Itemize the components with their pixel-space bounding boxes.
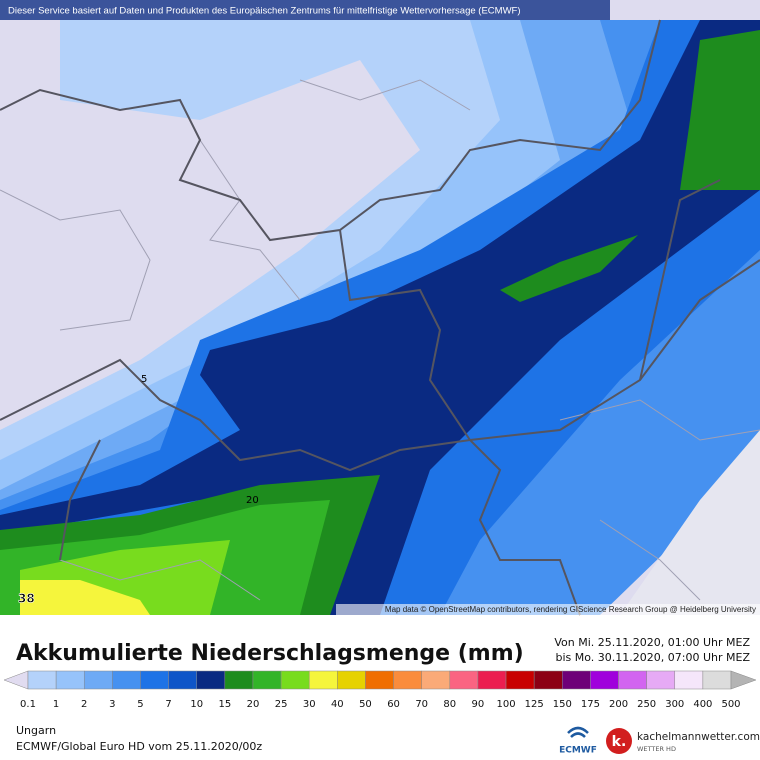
legend-swatch (702, 670, 732, 690)
attribution-bg (336, 604, 760, 615)
legend-label: 2 (81, 699, 87, 710)
region-borders (0, 79, 760, 601)
legend-label: 5 (137, 699, 143, 710)
brand-name: kachelmannwetter.com (637, 731, 760, 743)
precip-area (20, 580, 150, 615)
legend-swatch (337, 670, 366, 690)
legend-swatch (477, 670, 507, 690)
precip-area (680, 30, 760, 190)
legend-swatch (618, 670, 647, 690)
legend-label: 250 (637, 699, 656, 710)
legend-label: 1 (53, 699, 59, 710)
legend-label: 100 (496, 699, 515, 710)
ecmwf-icon (567, 726, 589, 738)
legend-label: 3 (109, 699, 115, 710)
precip-area (620, 430, 760, 615)
legend-label: 60 (387, 699, 400, 710)
legend-swatch (224, 670, 254, 690)
legend-swatch (393, 670, 422, 690)
contour-label: 38 (18, 592, 35, 606)
border (0, 259, 760, 472)
legend-swatch (365, 670, 394, 690)
legend-label: 20 (247, 699, 260, 710)
country-borders (0, 19, 760, 616)
contour-label: 20 (246, 495, 259, 506)
legend-swatch (83, 670, 113, 690)
legend-label: 80 (443, 699, 456, 710)
region: Ungarn (16, 724, 56, 737)
map: 5 20 38 Map data © OpenStreetMap contrib… (0, 0, 760, 616)
header-bar (0, 0, 610, 20)
attribution: Map data © OpenStreetMap contributors, r… (385, 605, 756, 614)
brand-logo: k. kachelmannwetter.com WETTER HD (606, 728, 760, 754)
legend-label: 7 (165, 699, 171, 710)
legend: 0.1 1 2 3 5 7 10 15 20 25 30 40 50 60 70 80 90 100 125 150 1… (3, 670, 757, 710)
border (59, 559, 261, 601)
legend-label: 10 (190, 699, 203, 710)
ecmwf-logo: ECMWF (559, 726, 597, 756)
precip-area (500, 235, 638, 302)
border (559, 399, 760, 441)
legend-label: 500 (721, 699, 740, 710)
period-start: Von Mi. 25.11.2020, 01:00 Uhr MEZ (554, 636, 750, 649)
legend-label: 200 (609, 699, 628, 710)
border (59, 439, 101, 561)
legend-label: 300 (665, 699, 684, 710)
legend-swatch (533, 670, 563, 690)
legend-label: 90 (472, 699, 485, 710)
legend-label: 70 (415, 699, 428, 710)
legend-label: 125 (525, 699, 544, 710)
legend-swatch (590, 670, 619, 690)
legend-swatch (505, 670, 535, 690)
legend-swatch (308, 670, 338, 690)
border (599, 519, 701, 601)
legend-swatch (449, 670, 479, 690)
legend-swatch (55, 670, 85, 690)
legend-swatch (140, 670, 169, 690)
title: Akkumulierte Niederschlagsmenge (mm) (16, 641, 524, 666)
legend-arrow (3, 670, 29, 690)
legend-swatch (280, 670, 310, 690)
period-end: bis Mo. 30.11.2020, 07:00 Uhr MEZ (556, 651, 751, 664)
ecmwf-text: ECMWF (559, 746, 597, 756)
brand-sub: WETTER HD (637, 745, 676, 753)
model-run: ECMWF/Global Euro HD vom 25.11.2020/00z (16, 740, 262, 753)
legend-label: 25 (275, 699, 288, 710)
legend-label: 150 (553, 699, 572, 710)
contour-label: 5 (141, 374, 147, 385)
border (299, 79, 471, 111)
legend-swatch (196, 670, 226, 690)
legend-swatch (168, 670, 197, 690)
legend-label: 0.1 (20, 699, 36, 710)
legend-label: 400 (693, 699, 712, 710)
border (0, 19, 661, 242)
legend-label: 15 (218, 699, 231, 710)
legend-arrow (730, 670, 757, 690)
border (0, 189, 151, 331)
legend-swatch (112, 670, 141, 690)
legend-swatch (421, 670, 451, 690)
legend-swatch (562, 670, 591, 690)
precip-area (0, 20, 760, 615)
border (199, 139, 301, 301)
legend-swatch (252, 670, 282, 690)
legend-label: 175 (581, 699, 600, 710)
legend-swatch (27, 670, 57, 690)
brand-icon: k. (612, 734, 627, 750)
legend-swatch (646, 670, 676, 690)
legend-swatch (674, 670, 704, 690)
legend-label: 50 (359, 699, 372, 710)
border (639, 179, 721, 381)
legend-label: 30 (303, 699, 316, 710)
header-text: Dieser Service basiert auf Daten und Pro… (8, 6, 521, 17)
brand-circle (606, 728, 632, 754)
legend-label: 40 (331, 699, 344, 710)
